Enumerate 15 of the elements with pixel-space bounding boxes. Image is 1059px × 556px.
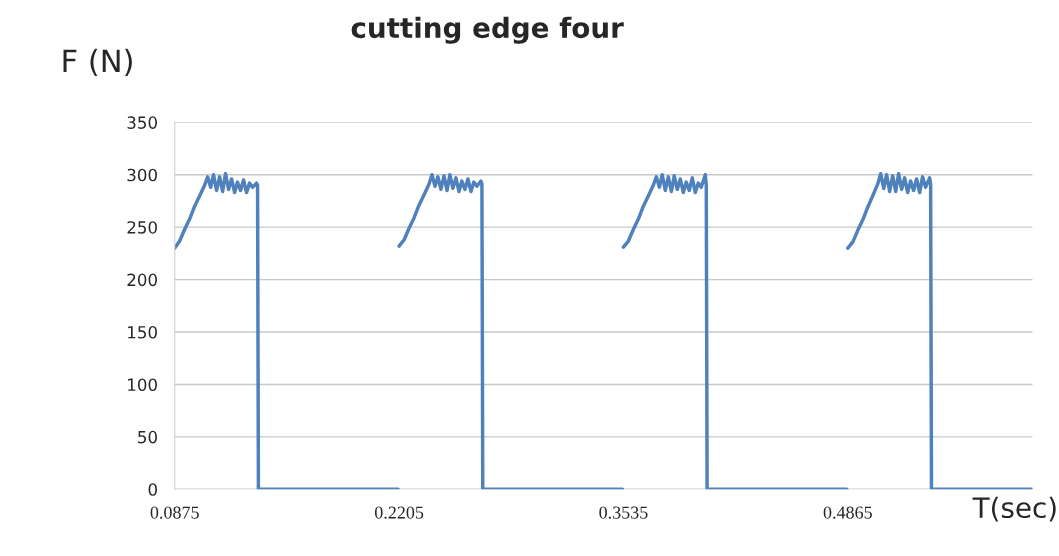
x-axis-title: T(sec) <box>972 496 1056 522</box>
y-tick-label: 150 <box>128 325 157 339</box>
x-tick-label: 0.0875 <box>150 506 199 519</box>
x-tick-label: 0.4865 <box>823 506 872 519</box>
y-tick-label: 0 <box>148 483 157 496</box>
x-tick-label: 0.2205 <box>374 506 424 519</box>
x-tick-label: 0.3535 <box>599 506 648 519</box>
y-tick-label: 100 <box>128 378 157 391</box>
chart-title: cutting edge four <box>351 16 624 44</box>
y-axis-title: F (N) <box>63 48 132 76</box>
y-tick-label: 50 <box>138 430 157 444</box>
y-tick-label: 350 <box>127 116 157 129</box>
y-tick-label: 250 <box>127 221 157 234</box>
y-tick-label: 300 <box>127 168 157 182</box>
y-tick-label: 200 <box>127 273 157 287</box>
